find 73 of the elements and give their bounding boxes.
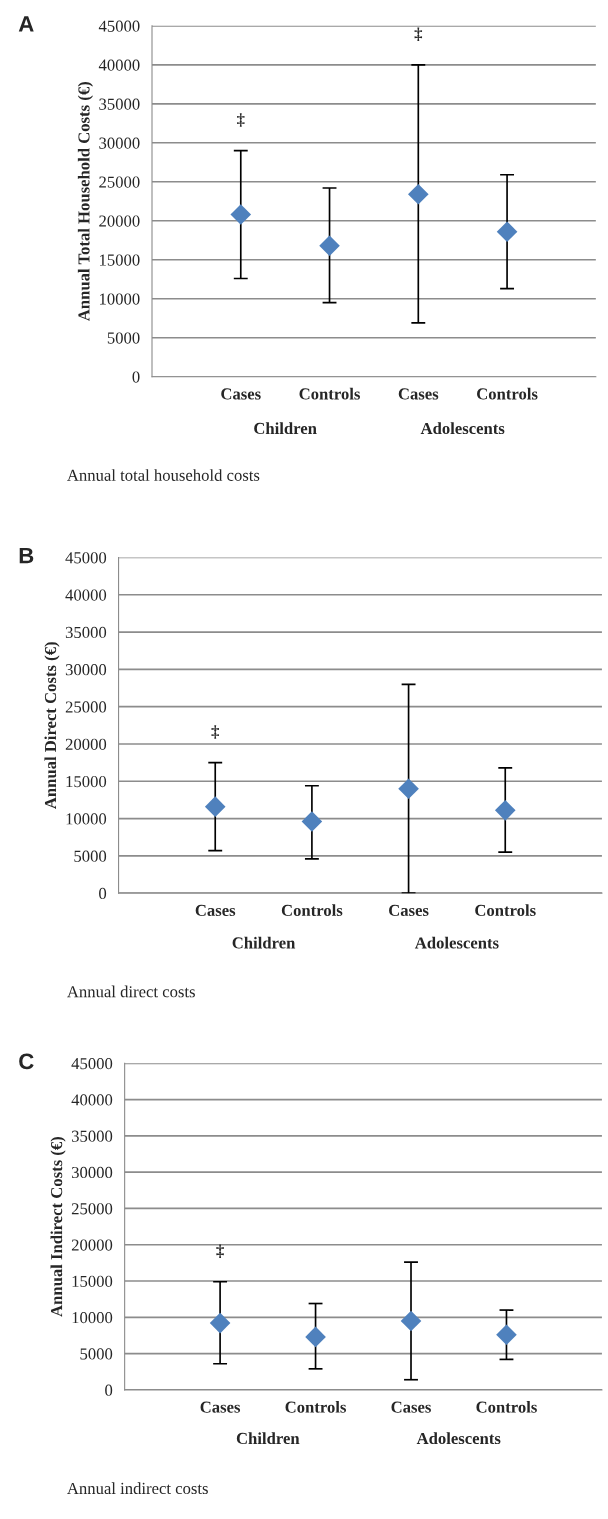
- y-axis-title: Annual Direct Costs (€): [44, 642, 60, 810]
- y-tick-label: 10000: [72, 1312, 113, 1324]
- point: [496, 1324, 517, 1346]
- y-tick-label: 35000: [99, 98, 140, 110]
- text: Children: [232, 936, 296, 949]
- x-tick-label: Controls: [476, 1401, 537, 1413]
- y-tick-label: 40000: [98, 59, 140, 71]
- annotation: ‡: [211, 725, 219, 739]
- y-axis-title: Annual Indirect Costs (€): [50, 1136, 66, 1317]
- y-tick-label: 5000: [107, 332, 140, 344]
- y-tick-label: 40000: [71, 1094, 113, 1106]
- y-tick-label: 30000: [71, 1166, 113, 1179]
- x-tick-label: Controls: [475, 904, 536, 917]
- point: [204, 796, 226, 817]
- x-tick-label: Cases: [200, 1401, 241, 1413]
- x-tick-label: Controls: [281, 904, 343, 917]
- y-tick-label: 15000: [72, 1275, 113, 1287]
- y-tick-label: 10000: [99, 293, 140, 305]
- point: [209, 1312, 231, 1334]
- y-tick-label: 20000: [71, 1239, 113, 1251]
- text: Adolescents: [420, 422, 505, 435]
- y-tick-label: 5000: [74, 850, 107, 862]
- point: [400, 1310, 422, 1332]
- y-tick-label: 35000: [65, 626, 107, 639]
- text: Adolescents: [414, 936, 499, 949]
- point: [398, 778, 419, 800]
- point: [301, 811, 323, 832]
- y-tick-label: 25000: [71, 1203, 113, 1215]
- y-tick-label: 15000: [99, 254, 140, 266]
- y-axis-title: Annual Total Household Costs (€): [77, 82, 93, 322]
- y-tick-label: 5000: [80, 1348, 113, 1360]
- x-tick-label: Cases: [221, 388, 261, 400]
- y-tick-label: 35000: [71, 1130, 113, 1142]
- annotation: ‡: [414, 27, 423, 41]
- chart-title: B: [19, 547, 34, 564]
- y-tick-label: 10000: [66, 813, 107, 825]
- x-tick-label: Controls: [285, 1401, 347, 1413]
- y-tick-label: 0: [132, 371, 140, 383]
- text: Annual indirect costs: [67, 1482, 208, 1495]
- text: Children: [254, 422, 317, 435]
- y-tick-label: 25000: [65, 701, 107, 713]
- y-tick-label: 30000: [99, 137, 140, 149]
- point: [496, 221, 518, 242]
- y-tick-label: 30000: [65, 664, 107, 676]
- x-tick-label: Cases: [391, 1401, 431, 1413]
- x-tick-label: Cases: [195, 904, 236, 917]
- chart-title: A: [18, 16, 34, 32]
- y-tick-label: 40000: [65, 589, 107, 601]
- point: [408, 183, 429, 205]
- y-tick-label: 25000: [99, 176, 140, 188]
- point: [319, 235, 340, 257]
- x-tick-label: Controls: [299, 387, 360, 400]
- text: Annual total household costs: [67, 469, 260, 481]
- point: [305, 1326, 326, 1348]
- y-tick-label: 15000: [66, 775, 107, 788]
- y-tick-label: 45000: [65, 552, 107, 564]
- y-tick-label: 20000: [99, 215, 140, 227]
- x-tick-label: Cases: [389, 904, 429, 917]
- point: [494, 800, 516, 821]
- annotation: ‡: [237, 113, 245, 127]
- text: Annual direct costs: [67, 985, 195, 998]
- y-tick-label: 20000: [65, 738, 107, 750]
- text: Adolescents: [416, 1432, 501, 1445]
- x-tick-label: Controls: [477, 387, 538, 400]
- x-tick-label: Cases: [398, 388, 439, 400]
- chart-title: C: [19, 1053, 34, 1070]
- y-tick-label: 45000: [98, 20, 140, 32]
- text: Children: [236, 1432, 300, 1445]
- y-tick-label: 45000: [71, 1058, 113, 1070]
- y-tick-label: 0: [99, 887, 107, 900]
- y-tick-label: 0: [105, 1384, 113, 1396]
- annotation: ‡: [216, 1244, 224, 1258]
- point: [230, 204, 252, 225]
